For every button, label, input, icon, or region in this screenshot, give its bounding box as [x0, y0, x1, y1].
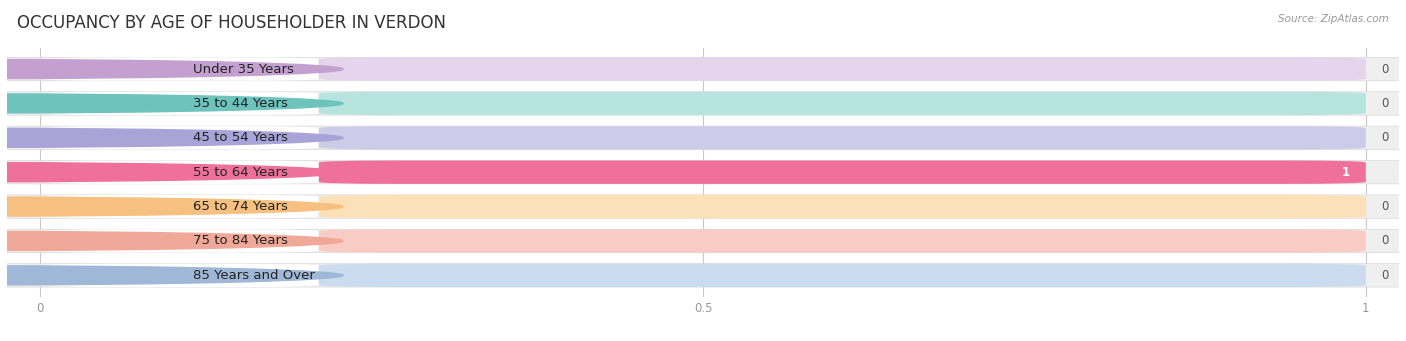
Text: 75 to 84 Years: 75 to 84 Years	[193, 235, 288, 248]
Text: 35 to 44 Years: 35 to 44 Years	[193, 97, 288, 110]
FancyBboxPatch shape	[41, 57, 319, 81]
FancyBboxPatch shape	[0, 229, 1406, 253]
FancyBboxPatch shape	[319, 161, 1365, 184]
FancyBboxPatch shape	[41, 195, 319, 218]
Circle shape	[0, 163, 343, 182]
FancyBboxPatch shape	[0, 57, 1406, 81]
FancyBboxPatch shape	[0, 92, 1406, 115]
Text: 0: 0	[1382, 97, 1389, 110]
Text: 0: 0	[1382, 235, 1389, 248]
FancyBboxPatch shape	[319, 229, 1365, 253]
Text: Under 35 Years: Under 35 Years	[193, 62, 294, 76]
Text: Source: ZipAtlas.com: Source: ZipAtlas.com	[1278, 14, 1389, 24]
FancyBboxPatch shape	[319, 92, 1365, 115]
Text: OCCUPANCY BY AGE OF HOUSEHOLDER IN VERDON: OCCUPANCY BY AGE OF HOUSEHOLDER IN VERDO…	[17, 14, 446, 32]
FancyBboxPatch shape	[41, 126, 319, 149]
Circle shape	[0, 232, 343, 251]
FancyBboxPatch shape	[319, 126, 1365, 149]
FancyBboxPatch shape	[41, 264, 319, 287]
Text: 55 to 64 Years: 55 to 64 Years	[193, 166, 288, 179]
Circle shape	[0, 266, 343, 285]
Text: 1: 1	[1341, 166, 1350, 179]
FancyBboxPatch shape	[41, 92, 319, 115]
FancyBboxPatch shape	[0, 126, 1406, 149]
FancyBboxPatch shape	[41, 161, 319, 184]
Text: 0: 0	[1382, 62, 1389, 76]
Circle shape	[0, 197, 343, 216]
FancyBboxPatch shape	[0, 161, 1406, 184]
Circle shape	[0, 128, 343, 147]
Circle shape	[0, 94, 343, 113]
FancyBboxPatch shape	[0, 195, 1406, 218]
Circle shape	[0, 60, 343, 78]
FancyBboxPatch shape	[319, 195, 1365, 218]
Text: 0: 0	[1382, 269, 1389, 282]
Text: 45 to 54 Years: 45 to 54 Years	[193, 131, 288, 144]
FancyBboxPatch shape	[0, 264, 1406, 287]
Text: 0: 0	[1382, 200, 1389, 213]
FancyBboxPatch shape	[319, 57, 1365, 81]
Text: 0: 0	[1382, 131, 1389, 144]
FancyBboxPatch shape	[319, 264, 1365, 287]
FancyBboxPatch shape	[41, 229, 319, 253]
Text: 65 to 74 Years: 65 to 74 Years	[193, 200, 288, 213]
Text: 85 Years and Over: 85 Years and Over	[193, 269, 315, 282]
